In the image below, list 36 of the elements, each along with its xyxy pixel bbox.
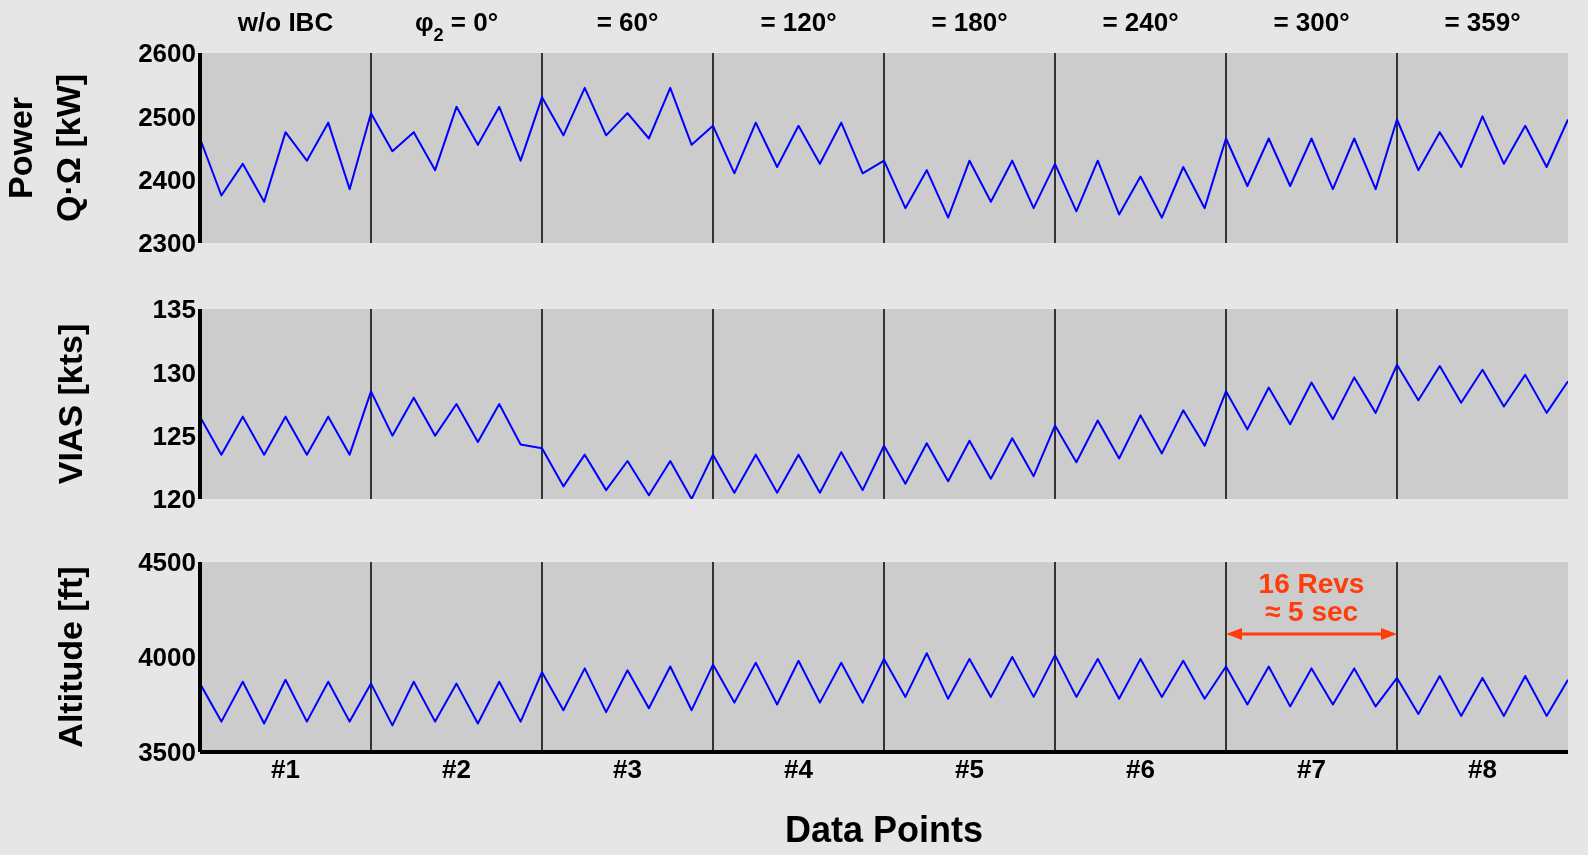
annotation: ≈ 5 sec bbox=[1264, 596, 1359, 627]
y-tick-label: 4500 bbox=[138, 547, 196, 578]
y-tick-label: 2400 bbox=[138, 164, 196, 195]
line-series bbox=[200, 652, 1568, 727]
text: = 180° bbox=[931, 7, 1008, 37]
text: = 240° bbox=[1102, 7, 1179, 37]
x-tick-label: #1 bbox=[271, 754, 300, 785]
text: = 60° bbox=[596, 7, 659, 37]
x-tick-label: #5 bbox=[955, 754, 984, 785]
x-tick-label: #4 bbox=[784, 754, 814, 785]
line-series bbox=[200, 86, 1568, 219]
x-tick-label: #3 bbox=[613, 754, 642, 785]
line-series bbox=[200, 363, 1568, 499]
y-tick-label: 2300 bbox=[138, 228, 196, 259]
y-tick-label: 125 bbox=[152, 420, 196, 451]
y-tick-label: 2600 bbox=[138, 38, 196, 69]
x-tick-label: #2 bbox=[442, 754, 471, 785]
y-tick-label: 130 bbox=[152, 357, 196, 388]
x-tick-label: #6 bbox=[1126, 754, 1155, 785]
x-tick-label: #7 bbox=[1297, 754, 1326, 785]
y-axis-title: Altitude [ft] bbox=[51, 566, 89, 748]
y-axis-title: Power Q·Ω [kW] bbox=[1, 73, 87, 223]
y-tick-label: 135 bbox=[152, 294, 196, 325]
text: = 359° bbox=[1444, 7, 1521, 37]
text: = 120° bbox=[760, 7, 837, 37]
x-tick-label: #8 bbox=[1468, 754, 1497, 785]
text: = 300° bbox=[1273, 7, 1350, 37]
y-axis-title: VIAS [kts] bbox=[51, 323, 89, 485]
annotation: 16 Revs bbox=[1258, 568, 1365, 599]
x-axis-title: Data Points bbox=[784, 809, 984, 850]
y-tick-label: 120 bbox=[152, 484, 196, 515]
text: φ$_{2}$ = 0° bbox=[414, 7, 499, 45]
y-tick-label: 4000 bbox=[138, 642, 196, 673]
text: w/o IBC bbox=[236, 7, 334, 37]
y-tick-label: 2500 bbox=[138, 101, 196, 132]
y-tick-label: 3500 bbox=[138, 737, 196, 768]
